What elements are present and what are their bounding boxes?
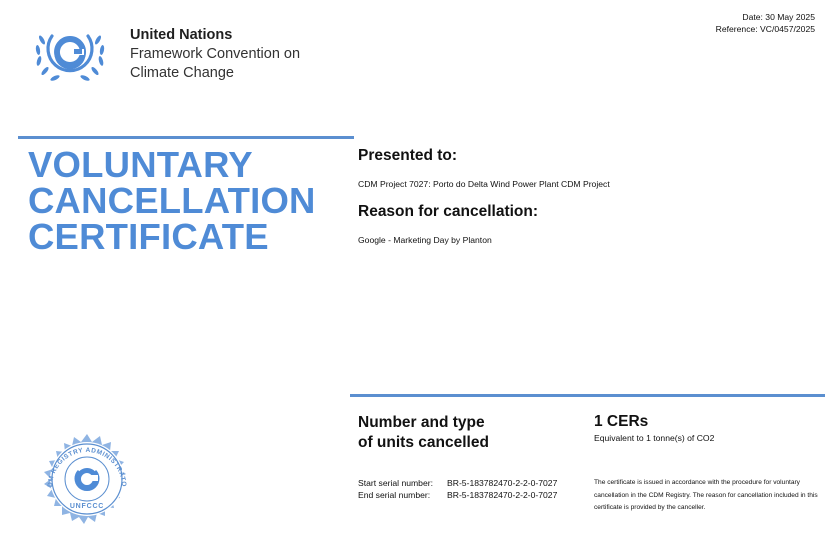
reason-value: Google - Marketing Day by Planton bbox=[358, 235, 492, 245]
seal-bottom-text: UNFCCC bbox=[70, 503, 104, 510]
issue-date: Date: 30 May 2025 bbox=[742, 12, 815, 22]
end-serial-row: End serial number: BR-5-183782470-2-2-0-7… bbox=[358, 490, 557, 502]
org-line-2: Framework Convention on bbox=[130, 46, 301, 62]
units-heading: Number and type of units cancelled bbox=[358, 413, 489, 453]
start-serial-value: BR-5-183782470-2-2-0-7027 bbox=[447, 478, 558, 488]
certificate-note: The certificate is issued in accordance … bbox=[594, 479, 818, 511]
registry-seal-icon: CDM REGISTRY ADMINISTRATOR UNFCCC bbox=[32, 432, 126, 524]
presented-value: CDM Project 7027: Porto do Delta Wind Po… bbox=[358, 179, 610, 189]
units-heading-line-1: Number and type bbox=[358, 414, 485, 431]
units-heading-line-2: of units cancelled bbox=[358, 434, 489, 451]
reference-number: Reference: VC/0457/2025 bbox=[715, 24, 815, 34]
title-line-1: VOLUNTARY bbox=[28, 144, 253, 185]
certificate-meta: Date: 30 May 2025 Reference: VC/0457/202… bbox=[716, 11, 815, 35]
unfccc-logo-icon bbox=[35, 34, 105, 81]
presented-heading: Presented to: bbox=[358, 147, 458, 164]
title-divider bbox=[18, 136, 354, 139]
units-divider bbox=[350, 394, 825, 397]
certificate-title: VOLUNTARY CANCELLATION CERTIFICATE bbox=[28, 144, 316, 257]
units-amount: 1 CERs bbox=[594, 413, 649, 430]
start-serial-label: Start serial number: bbox=[358, 478, 433, 488]
reason-heading: Reason for cancellation: bbox=[358, 203, 539, 220]
title-line-2: CANCELLATION bbox=[28, 180, 316, 221]
serial-numbers: Start serial number: BR-5-183782470-2-2-0… bbox=[358, 478, 557, 501]
units-equivalent: Equivalent to 1 tonne(s) of CO2 bbox=[594, 433, 715, 443]
org-line-1: United Nations bbox=[130, 27, 233, 43]
organization-name: United Nations Framework Convention on C… bbox=[130, 26, 300, 83]
title-line-3: CERTIFICATE bbox=[28, 216, 269, 257]
end-serial-value: BR-5-183782470-2-2-0-7027 bbox=[447, 489, 558, 500]
end-serial-label: End serial number: bbox=[358, 489, 431, 500]
org-line-3: Climate Change bbox=[130, 65, 234, 81]
start-serial-row: Start serial number: BR-5-183782470-2-2-0… bbox=[358, 478, 557, 490]
